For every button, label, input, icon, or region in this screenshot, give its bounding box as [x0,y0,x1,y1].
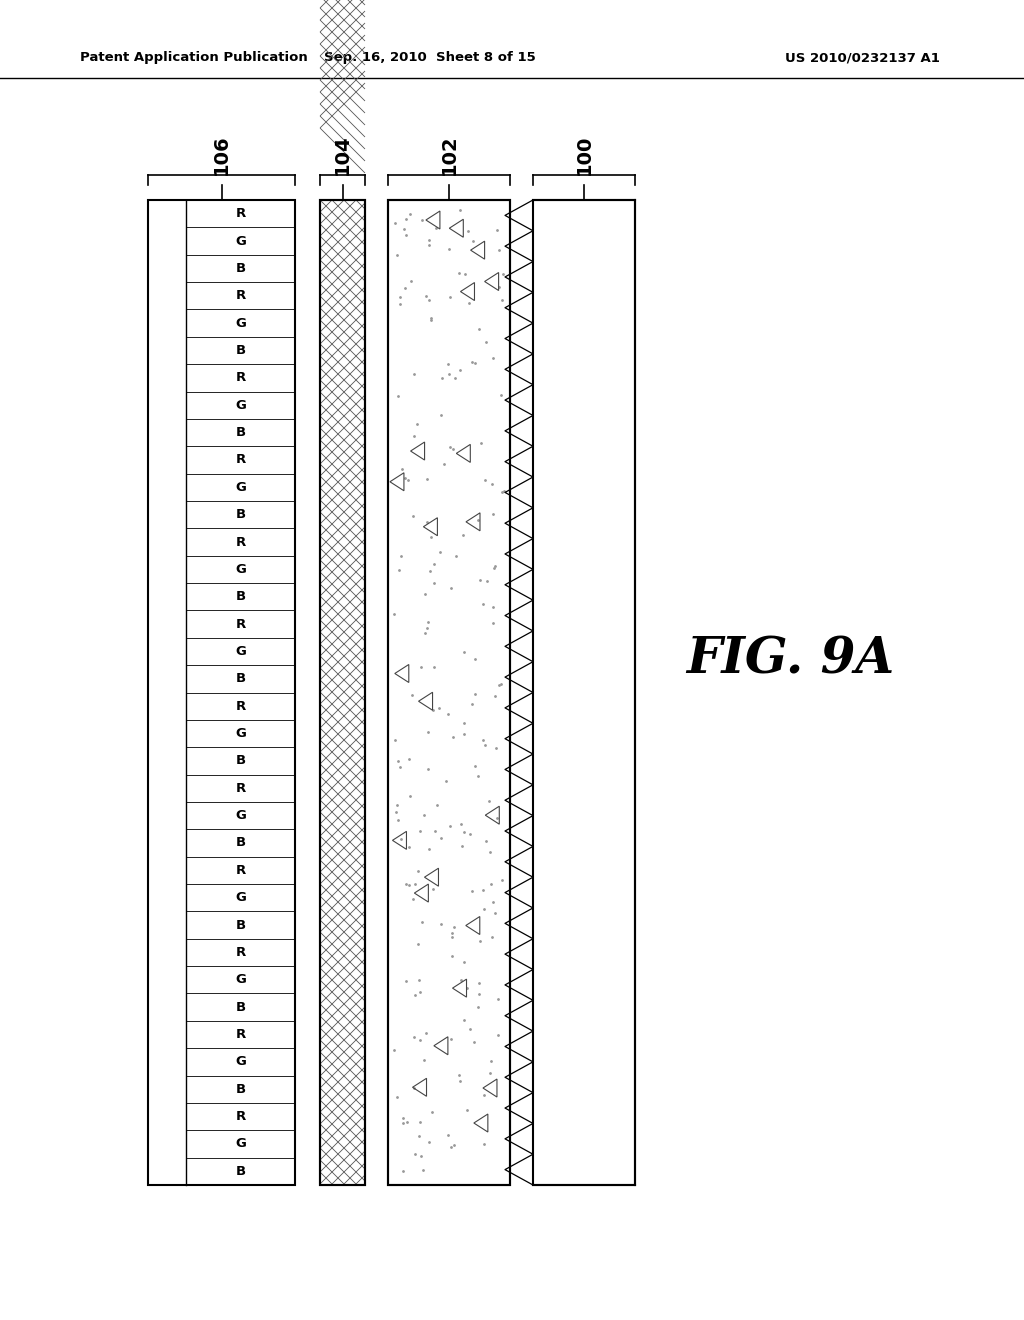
Text: B: B [236,590,246,603]
Text: G: G [236,399,246,412]
Bar [319,201,365,1185]
Text: R: R [236,371,246,384]
Text: 106: 106 [212,135,231,176]
Text: B: B [236,1164,246,1177]
Text: B: B [236,1001,246,1014]
Text: Patent Application Publication: Patent Application Publication [80,51,308,65]
Text: R: R [236,618,246,631]
Text: R: R [236,1110,246,1123]
Text: FIG. 9A: FIG. 9A [686,635,894,685]
Text: G: G [236,727,246,741]
Text: G: G [236,317,246,330]
Bar [319,201,365,1185]
Text: B: B [236,345,246,356]
Text: R: R [236,289,246,302]
Text: G: G [236,1138,246,1151]
Text: R: R [236,781,246,795]
Text: G: G [236,891,246,904]
Bar [534,201,635,1185]
Text: B: B [236,919,246,932]
Text: R: R [236,863,246,876]
Text: B: B [236,261,246,275]
Bar [319,201,365,1185]
Text: B: B [236,508,246,521]
Text: 102: 102 [439,135,459,176]
Text: R: R [236,1028,246,1041]
Text: US 2010/0232137 A1: US 2010/0232137 A1 [785,51,940,65]
Text: G: G [236,645,246,657]
Text: G: G [236,1056,246,1068]
Text: R: R [236,700,246,713]
Text: B: B [236,837,246,850]
Text: G: G [236,480,246,494]
Text: B: B [236,426,246,440]
Text: R: R [236,454,246,466]
Text: 104: 104 [333,135,352,176]
Bar [388,201,510,1185]
Text: R: R [236,207,246,220]
Text: R: R [236,946,246,958]
Text: G: G [236,973,246,986]
Text: Sep. 16, 2010  Sheet 8 of 15: Sep. 16, 2010 Sheet 8 of 15 [325,51,536,65]
Text: R: R [236,536,246,549]
Bar [148,201,295,1185]
Text: G: G [236,809,246,822]
Text: B: B [236,755,246,767]
Text: G: G [236,235,246,248]
Text: B: B [236,672,246,685]
Text: G: G [236,562,246,576]
Text: 100: 100 [574,135,594,176]
Text: B: B [236,1082,246,1096]
Bar [388,201,510,1185]
